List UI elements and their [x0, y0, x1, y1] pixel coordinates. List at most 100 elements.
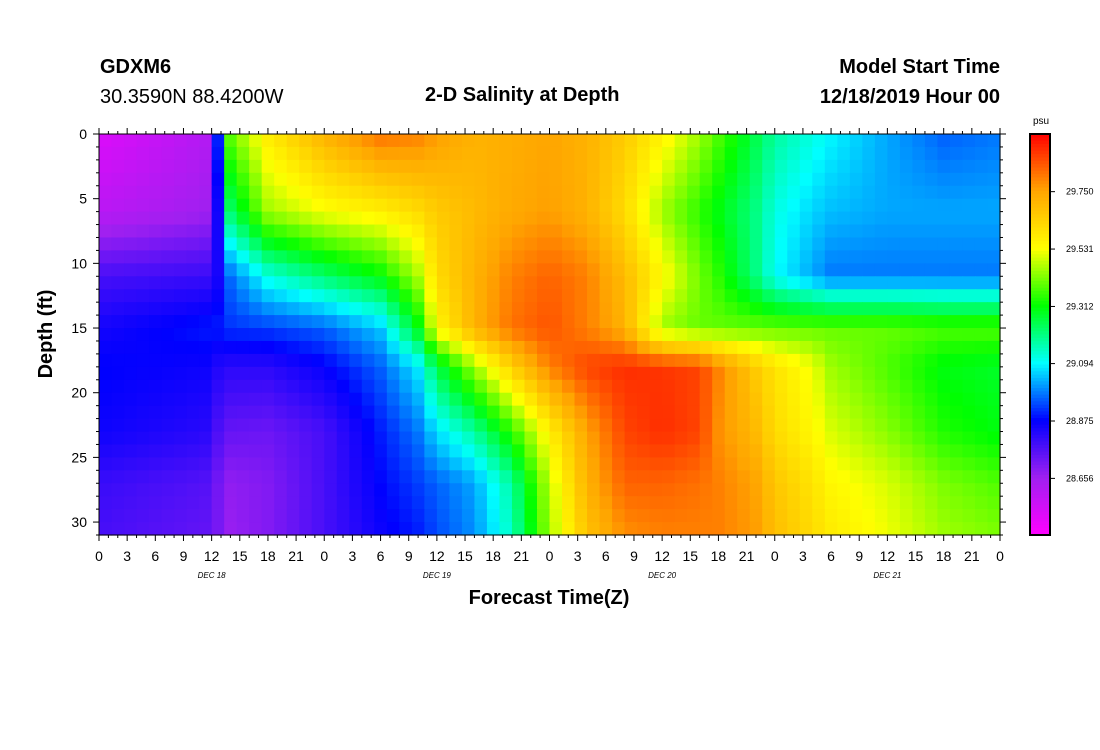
heatmap-cell: [762, 418, 776, 433]
colorbar-band: [1030, 438, 1050, 443]
heatmap-cell: [136, 185, 150, 200]
heatmap-cell: [887, 276, 901, 290]
heatmap-cell: [974, 315, 989, 329]
heatmap-cell: [762, 470, 776, 484]
heatmap-cell: [799, 146, 813, 161]
heatmap-cell: [837, 263, 851, 277]
heatmap-cell: [674, 185, 688, 200]
heatmap-cell: [724, 185, 738, 200]
heatmap-cell: [261, 250, 275, 264]
heatmap-cell: [724, 276, 738, 290]
heatmap-cell: [474, 185, 488, 200]
heatmap-cell: [424, 263, 438, 277]
x-tick-label: 12: [429, 548, 445, 564]
heatmap-cell: [699, 276, 713, 290]
heatmap-cell: [449, 392, 463, 407]
heatmap-cell: [449, 457, 463, 471]
heatmap-cell: [887, 431, 901, 446]
heatmap-cells: [99, 134, 1001, 536]
heatmap-cell: [637, 392, 651, 407]
heatmap-cell: [486, 328, 501, 342]
heatmap-cell: [211, 340, 225, 355]
heatmap-cell: [374, 134, 388, 148]
heatmap-cell: [436, 146, 450, 161]
heatmap-cell: [824, 418, 838, 433]
heatmap-cell: [612, 328, 626, 342]
heatmap-cell: [599, 198, 613, 213]
heatmap-cell: [136, 134, 150, 148]
heatmap-cell: [511, 405, 526, 420]
heatmap-cell: [261, 431, 275, 446]
heatmap-cell: [536, 353, 551, 368]
heatmap-cell: [637, 340, 651, 355]
heatmap-cell: [99, 159, 113, 174]
heatmap-cell: [712, 470, 726, 484]
heatmap-cell: [374, 159, 388, 174]
heatmap-cell: [724, 328, 738, 342]
heatmap-cell: [787, 315, 801, 329]
heatmap-cell: [824, 263, 838, 277]
heatmap-cell: [224, 483, 238, 497]
heatmap-cell: [99, 289, 113, 303]
heatmap-cell: [837, 211, 851, 226]
heatmap-cell: [186, 418, 200, 433]
heatmap-cell: [299, 198, 313, 213]
heatmap-cell: [236, 172, 250, 187]
heatmap-cell: [336, 392, 350, 407]
heatmap-cell: [324, 418, 338, 433]
heatmap-cell: [461, 418, 476, 433]
heatmap-cell: [887, 470, 901, 484]
heatmap-cell: [299, 159, 313, 174]
heatmap-cell: [386, 315, 400, 329]
heatmap-cell: [536, 379, 551, 394]
heatmap-cell: [649, 444, 663, 458]
heatmap-cell: [374, 276, 388, 290]
heatmap-cell: [962, 276, 976, 290]
heatmap-cell: [436, 328, 450, 342]
heatmap-cell: [974, 224, 989, 239]
day-label: DEC 21: [873, 571, 901, 580]
heatmap-cell: [574, 211, 588, 226]
heatmap-cell: [662, 315, 676, 329]
heatmap-cell: [612, 146, 626, 161]
heatmap-cell: [211, 134, 225, 148]
heatmap-cell: [124, 250, 138, 264]
heatmap-cell: [236, 444, 250, 458]
heatmap-cell: [987, 483, 1001, 497]
colorbar-band: [1030, 424, 1050, 429]
heatmap-cell: [299, 250, 313, 264]
heatmap-cell: [737, 470, 751, 484]
heatmap-cell: [612, 379, 626, 394]
heatmap-cell: [149, 263, 163, 277]
heatmap-cell: [849, 276, 863, 290]
heatmap-cell: [111, 328, 125, 342]
heatmap-cell: [549, 470, 563, 484]
heatmap-cell: [249, 418, 263, 433]
heatmap-cell: [987, 263, 1001, 277]
heatmap-cell: [862, 470, 876, 484]
heatmap-cell: [787, 302, 801, 316]
heatmap-cell: [762, 340, 776, 355]
heatmap-cell: [149, 340, 163, 355]
heatmap-cell: [787, 392, 801, 407]
heatmap-cell: [562, 237, 576, 252]
heatmap-cell: [361, 483, 375, 497]
heatmap-cell: [199, 211, 213, 226]
heatmap-cell: [424, 172, 438, 187]
heatmap-cell: [136, 250, 150, 264]
heatmap-cell: [149, 392, 163, 407]
heatmap-cell: [174, 172, 188, 187]
heatmap-cell: [274, 328, 288, 342]
heatmap-cell: [812, 366, 826, 381]
colorbar-band: [1030, 154, 1050, 158]
heatmap-cell: [874, 483, 888, 497]
y-tick-label: 5: [79, 191, 87, 207]
heatmap-cell: [274, 522, 288, 536]
heatmap-cell: [937, 444, 951, 458]
heatmap-cell: [724, 172, 738, 187]
heatmap-cell: [349, 496, 363, 510]
heatmap-cell: [136, 289, 150, 303]
heatmap-cell: [949, 289, 964, 303]
heatmap-cell: [199, 366, 213, 381]
heatmap-cell: [374, 366, 388, 381]
